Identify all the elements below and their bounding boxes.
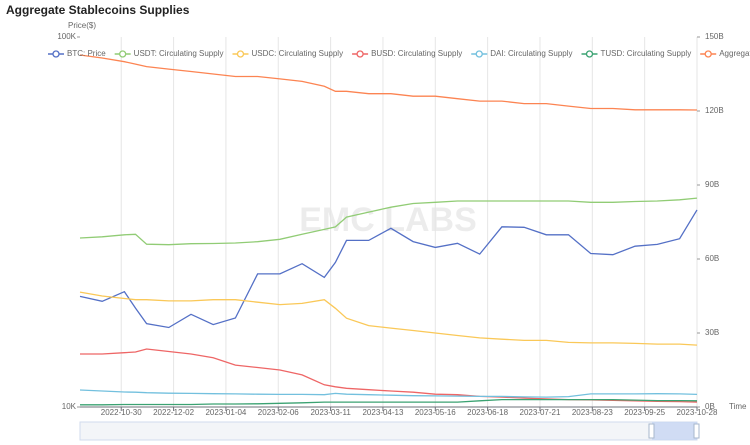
legend-label: USDT: Circulating Supply — [134, 49, 224, 58]
x-tick-label: 2023-06-18 — [467, 408, 508, 417]
series-line — [79, 54, 698, 111]
x-tick-label: 2023-10-28 — [677, 408, 718, 417]
x-tick-label: 2022-10-30 — [101, 408, 142, 417]
x-tick-label: 2023-05-16 — [415, 408, 456, 417]
series-line — [79, 291, 698, 346]
y-tick-label: 10K — [62, 402, 77, 411]
series-line — [80, 398, 698, 406]
legend-label: DAI: Circulating Supply — [490, 49, 572, 58]
legend-swatch — [119, 50, 127, 58]
y2-tick-label: 150B — [705, 32, 724, 41]
zoom-track — [79, 421, 698, 441]
legend-swatch — [52, 50, 60, 58]
x-tick-label: 2023-03-11 — [310, 408, 351, 417]
legend-label: Aggregate Stablecoin Cap — [719, 49, 750, 58]
zoom-handle[interactable] — [693, 423, 700, 439]
y-axis-title: Price($) — [68, 21, 96, 30]
x-axis-title: Time — [729, 402, 747, 411]
series-line — [79, 389, 698, 398]
x-tick-label: 2023-04-13 — [362, 408, 403, 417]
legend-swatch — [475, 50, 483, 58]
x-tick-label: 2023-01-04 — [205, 408, 246, 417]
legend-label: USDC: Circulating Supply — [251, 49, 343, 58]
x-tick-label: 2023-07-21 — [520, 408, 561, 417]
legend-swatch — [704, 50, 712, 58]
y2-tick-label: 0B — [705, 402, 715, 411]
y2-tick-label: 60B — [705, 254, 719, 263]
legend-swatch — [585, 50, 594, 58]
y-tick-label: 100K — [57, 32, 76, 41]
y2-tick-label: 120B — [705, 106, 724, 115]
series-line — [79, 209, 698, 329]
zoom-handle[interactable] — [648, 423, 655, 439]
y2-tick-label: 90B — [705, 180, 719, 189]
x-tick-label: 2022-12-02 — [153, 408, 194, 417]
watermark: EMC LABS — [299, 201, 477, 239]
legend-swatch — [236, 50, 245, 58]
legend-label: TUSD: Circulating Supply — [601, 49, 692, 58]
zoom-window[interactable] — [652, 422, 697, 440]
legend-swatch — [356, 50, 364, 58]
series-line — [79, 197, 698, 246]
x-tick-label: 2023-08-23 — [572, 408, 613, 417]
data-zoom[interactable] — [79, 421, 700, 441]
legend-label: BTC: Price — [67, 49, 106, 58]
y2-tick-label: 30B — [705, 328, 719, 337]
x-tick-label: 2023-02-06 — [258, 408, 299, 417]
x-tick-label: 2023-09-25 — [624, 408, 665, 417]
chart-title: Aggregate Stablecoins Supplies — [6, 3, 190, 17]
legend-label: BUSD: Circulating Supply — [371, 49, 462, 58]
